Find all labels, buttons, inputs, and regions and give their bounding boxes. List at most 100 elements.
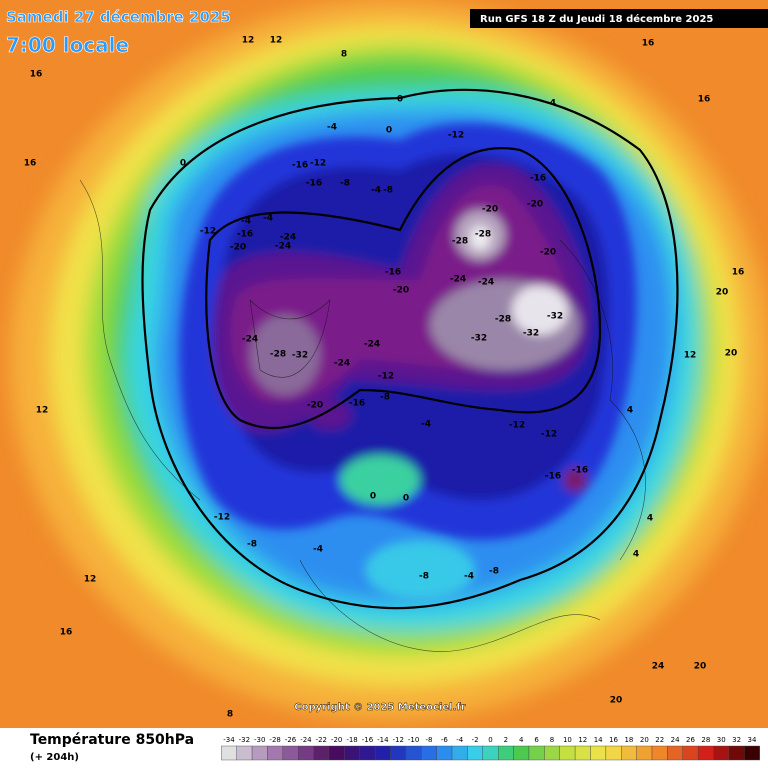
scale-swatch [267, 745, 284, 761]
contour-label: -16 [385, 268, 401, 278]
scale-label: 2 [504, 736, 508, 744]
copyright: Copyright © 2025 Meteociel.fr [294, 702, 465, 713]
scale-swatch [236, 745, 253, 761]
date: Samedi 27 décembre 2025 [6, 8, 231, 26]
scale-swatch [390, 745, 407, 761]
scale-label: 30 [717, 736, 726, 744]
contour-label: -4 [371, 186, 381, 196]
contour-label: -28 [270, 350, 286, 360]
scale-swatch [744, 745, 760, 761]
contour-label: -12 [541, 430, 557, 440]
scale-swatch [651, 745, 668, 761]
contour-label: -12 [310, 159, 326, 169]
scale-swatch [221, 745, 237, 761]
run: Run GFS 18 Z du Jeudi 18 décembre 2025 [480, 13, 713, 25]
scale-swatch [574, 745, 591, 761]
contour-label: 0 [370, 492, 376, 502]
contour-label: -20 [527, 200, 543, 210]
scale-label: -30 [254, 736, 265, 744]
contour-label: -16 [306, 179, 322, 189]
footer-lead: (+ 204h) [30, 752, 79, 763]
contour-label: 8 [227, 710, 233, 720]
run-box [470, 9, 768, 28]
scale-swatch [713, 745, 730, 761]
scale-label: 8 [550, 736, 554, 744]
contour-label: 16 [60, 628, 73, 638]
scale-label: -34 [223, 736, 235, 744]
contour-label: -32 [523, 329, 539, 339]
scale-swatch [544, 745, 560, 761]
contour-label: -20 [540, 248, 556, 258]
contour-label: 20 [725, 349, 738, 359]
contour-label: -4 [464, 572, 474, 582]
contour-label: -24 [450, 275, 466, 285]
scale-swatch [636, 745, 653, 761]
scale-swatch [451, 745, 468, 761]
scale-swatch [697, 745, 714, 761]
scale-swatch [497, 745, 514, 761]
scale-swatch [405, 745, 422, 761]
contour-label: -8 [340, 179, 350, 189]
scale-swatch [513, 745, 530, 761]
contour-label: 4 [627, 406, 633, 416]
color-scale: -34 -32 -30 -28 -26 -24 -22 -20 -18 -16 -14 -12 -10-… [221, 736, 760, 761]
contour-label: -8 [419, 572, 429, 582]
scale-label: 24 [671, 736, 680, 744]
contour-label: 16 [642, 39, 655, 49]
contour-label: 0 [386, 126, 392, 136]
scale-label: 0 [488, 736, 492, 744]
contour-label: -20 [307, 401, 323, 411]
contour-label: 12 [270, 36, 283, 46]
contour-label: -4 [313, 545, 323, 555]
scale-swatch [328, 745, 345, 761]
contour-label: -16 [292, 161, 308, 171]
contour-label: -28 [475, 230, 491, 240]
scale-label: 22 [655, 736, 664, 744]
scale-swatch [313, 745, 330, 761]
scale-label: 12 [578, 736, 587, 744]
scale-swatch [467, 745, 484, 761]
contour-label: 24 [652, 662, 665, 672]
contour-label: -32 [471, 334, 487, 344]
scale-label: -8 [425, 736, 432, 744]
scale-swatch [728, 745, 745, 761]
contour-label: -24 [478, 278, 494, 288]
contour-labels: -16 -12-16 -8-4 -8-20 -24-24-16-4 -4-12-16-20… [24, 36, 745, 720]
time: 7:00 locale [6, 33, 129, 57]
contour-label: 12 [684, 351, 697, 361]
scale-swatch [482, 745, 499, 761]
contour-label: 16 [698, 95, 711, 105]
scale-label: -16 [362, 736, 374, 744]
contour-label: -12 [214, 513, 230, 523]
scale-label: 6 [534, 736, 539, 744]
scale-swatch [436, 745, 453, 761]
scale-swatch [251, 745, 268, 761]
contour-label: -4 [241, 217, 251, 227]
scale-swatch [528, 745, 545, 761]
footer-title: Température 850hPa [30, 732, 194, 748]
scale-swatch [590, 745, 607, 761]
contour-label: -4 [327, 123, 337, 133]
scale-label: -12 [392, 736, 403, 744]
scale-label: 20 [640, 736, 649, 744]
scale-swatch [559, 745, 576, 761]
contour-label: -12 [509, 421, 525, 431]
scale-label: 28 [701, 736, 710, 744]
contour-label: -24 [364, 340, 380, 350]
contour-label: -4 [263, 214, 273, 224]
contour-label: 12 [242, 36, 255, 46]
contour-label: 0 [397, 95, 403, 105]
contour-label: -24 [280, 233, 296, 243]
contour-label: -8 [383, 186, 393, 196]
contour-label: 20 [694, 662, 707, 672]
contour-label: -28 [495, 315, 511, 325]
scale-label: -18 [346, 736, 357, 744]
scale-swatch [621, 745, 637, 761]
contours [141, 88, 679, 610]
scale-label: -26 [285, 736, 297, 744]
contour-label: -32 [292, 351, 308, 361]
contour-label: -20 [482, 205, 498, 215]
scale-label: 26 [686, 736, 695, 744]
